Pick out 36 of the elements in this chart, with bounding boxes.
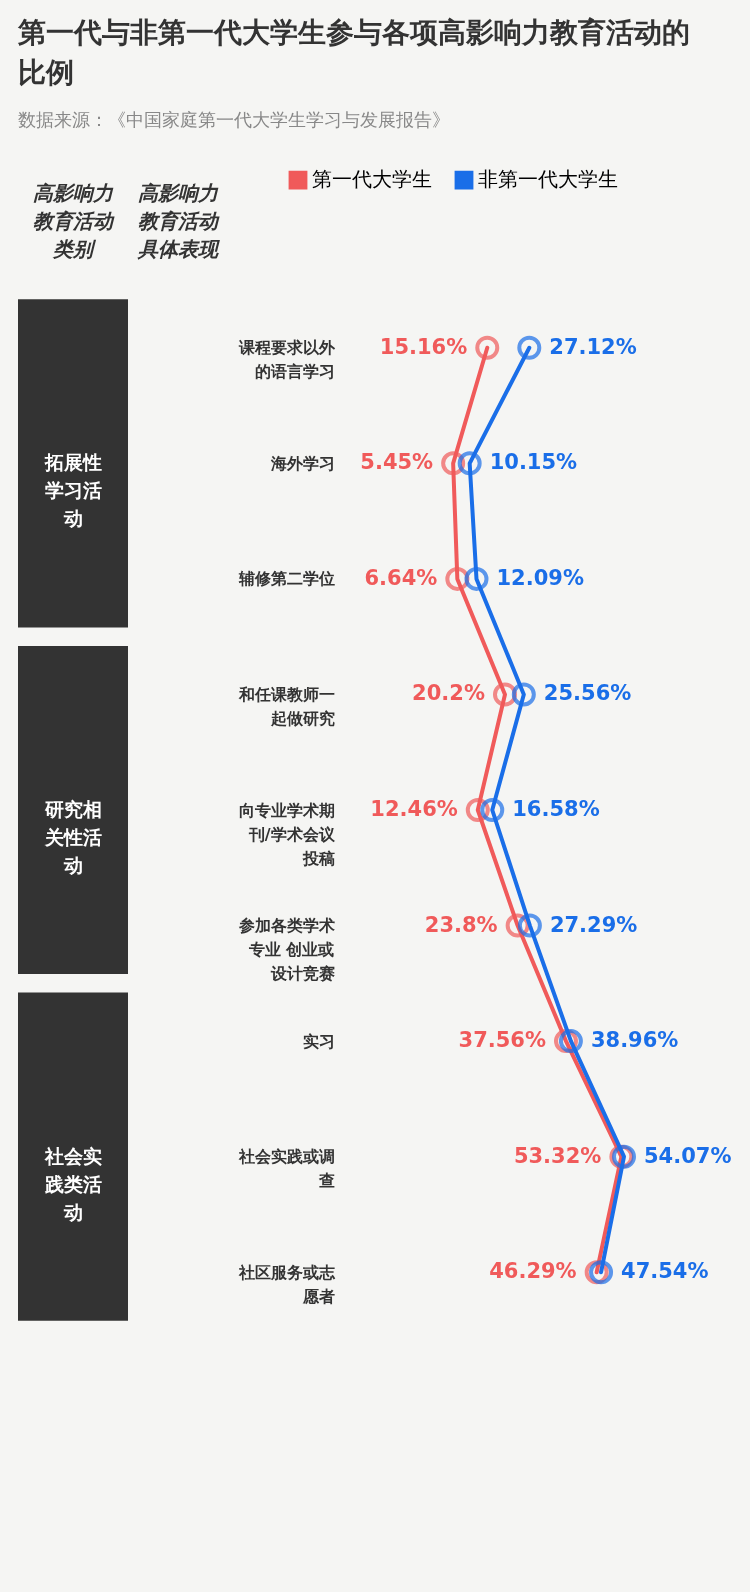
y-tick-label: 和任课教师一起做研究 (237, 684, 335, 728)
y-tick-label: 课程要求以外的语言学习 (237, 338, 336, 382)
legend-label: 第一代大学生 (312, 167, 432, 192)
y-tick-label: 社区服务或志愿者 (237, 1262, 336, 1306)
text: 社会实践类活动 (43, 1144, 102, 1223)
text: 高影响力教育活动具体表现 (137, 181, 220, 261)
data-label: 47.54% (621, 1259, 709, 1284)
y-tick-label: 向专业学术期刊/学术会议投稿 (238, 800, 336, 868)
y-tick-label: 实习 (302, 1031, 335, 1051)
data-label: 10.15% (489, 450, 578, 475)
data-label: 53.32% (513, 1143, 602, 1168)
data-label: 27.29% (549, 912, 638, 937)
data-label: 12.09% (496, 565, 584, 590)
data-label: 38.96% (590, 1028, 679, 1053)
data-label: 16.58% (512, 797, 600, 821)
data-label: 37.56% (458, 1028, 546, 1053)
text: 研究相关性活动 (43, 798, 102, 876)
data-label: 27.12% (549, 334, 637, 359)
y-tick-label: 辅修第二学位 (237, 569, 335, 589)
y-tick-label: 参加各类学术专业 创业或设计竞赛 (237, 916, 335, 984)
legend-label: 非第一代大学生 (478, 167, 618, 192)
data-label: 54.07% (644, 1143, 732, 1168)
data-label: 12.46% (370, 797, 458, 821)
y-tick-label: 海外学习 (269, 453, 335, 473)
data-label: 25.56% (543, 681, 632, 706)
text: 高影响力教育活动类别 (33, 181, 115, 261)
data-label: 46.29% (489, 1259, 577, 1284)
data-label: 23.8% (424, 912, 498, 937)
data-label: 20.2% (412, 681, 485, 706)
data-label: 15.16% (379, 334, 468, 359)
data-label: 5.45% (360, 450, 434, 475)
chart-title: 第一代与非第一代大学生参与各项高影响力教育活动的比例 (17, 16, 690, 89)
source-note: 数据来源：《中国家庭第一代大学生学习与发展报告》 (18, 109, 450, 130)
data-label: 6.64% (364, 565, 438, 590)
y-tick-label: 社会实践或调查 (237, 1147, 335, 1191)
text: 拓展性学习活动 (43, 451, 102, 530)
